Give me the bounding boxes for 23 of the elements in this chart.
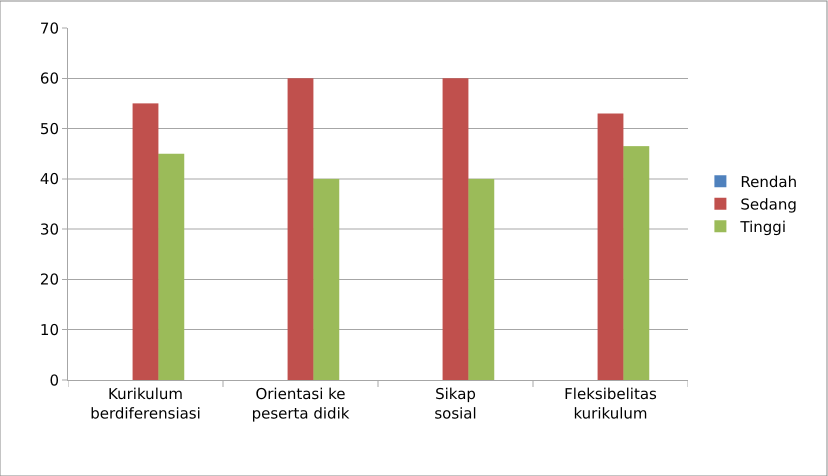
bar [598,113,624,380]
legend-label: Tinggi [739,218,786,236]
y-tick-label: 40 [40,170,59,188]
x-tick-label: Fleksibelitas kurikulum [564,385,658,422]
y-tick-label: 70 [40,19,59,38]
bar [623,146,650,380]
y-tick-label: 20 [40,270,59,289]
x-tick-label: Kurikulum berdiferensiasi [90,385,201,422]
x-tick-label: Orientasi ke peserta didik [252,385,350,422]
legend-label: Sedang [740,196,797,214]
y-tick-label: 60 [40,70,59,88]
y-tick-label: 30 [40,220,59,238]
bar [288,78,314,380]
legend-label: Rendah [740,173,798,192]
x-tick-label: Sikap sosial [434,385,477,422]
bar [132,103,158,380]
bar [158,154,184,380]
bar [313,178,340,380]
y-tick-label: 0 [49,371,59,390]
y-tick-label: 10 [40,320,59,339]
bar [468,178,494,380]
bar [442,78,468,380]
y-tick-label: 50 [40,120,59,138]
